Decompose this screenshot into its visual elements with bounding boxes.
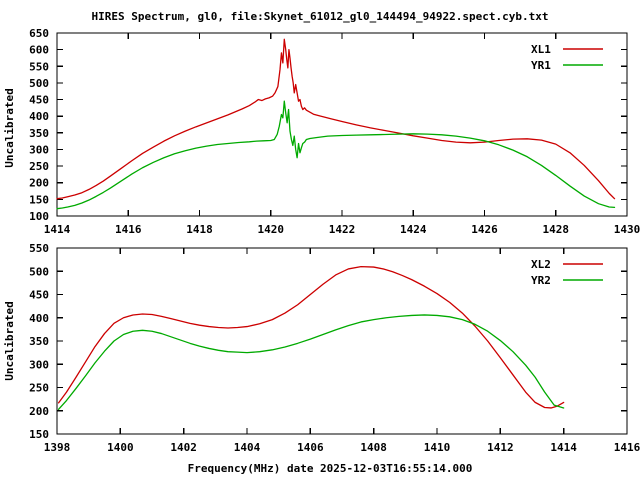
- y-tick-label: 150: [29, 193, 49, 206]
- series-line-xl1: [56, 38, 616, 200]
- x-tick-label: 1402: [170, 441, 197, 454]
- y-axis-label-bottom: Uncalibrated: [3, 301, 16, 380]
- x-tick-label: 1410: [424, 441, 451, 454]
- x-tick-label: 1426: [471, 223, 498, 236]
- x-tick-label: 1422: [329, 223, 356, 236]
- series-line-xl2: [57, 265, 565, 409]
- y-tick-label: 550: [29, 242, 49, 255]
- y-tick-label: 350: [29, 127, 49, 140]
- series-line-yr1: [56, 100, 616, 210]
- legend-label-xl2: XL2: [531, 258, 551, 271]
- x-axis-label: Frequency(MHz) date 2025-12-03T16:55:14.…: [188, 462, 473, 475]
- y-tick-label: 600: [29, 44, 49, 57]
- top-panel: 1414 1416 1418 1420 1422 1424 1426 1428 1430 100 1…: [29, 27, 640, 236]
- x-tick-label: 1414: [550, 441, 577, 454]
- x-tick-label: 1400: [107, 441, 134, 454]
- y-tick-label: 250: [29, 160, 49, 173]
- y-tick-label: 300: [29, 143, 49, 156]
- x-tick-label: 1416: [614, 441, 640, 454]
- y-tick-label: 650: [29, 27, 49, 40]
- series-line-yr2: [57, 314, 565, 411]
- y-tick-label: 100: [29, 210, 49, 223]
- legend-label-yr2: YR2: [531, 274, 551, 287]
- y-tick-label: 250: [29, 382, 49, 395]
- bottom-panel: 1398 1400 1402 1404 1406 1408 1410 1412 1414 1416…: [29, 242, 640, 454]
- legend-label-yr1: YR1: [531, 59, 551, 72]
- y-tick-label: 550: [29, 60, 49, 73]
- x-tick-label: 1398: [44, 441, 71, 454]
- figure-title: HIRES Spectrum, gl0, file:Skynet_61012_g…: [92, 10, 549, 23]
- y-tick-label: 300: [29, 358, 49, 371]
- x-tick-label: 1430: [614, 223, 640, 236]
- x-tick-label: 1416: [115, 223, 142, 236]
- x-tick-label: 1418: [186, 223, 213, 236]
- y-tick-label: 200: [29, 405, 49, 418]
- x-tick-label: 1420: [258, 223, 285, 236]
- y-tick-label: 450: [29, 289, 49, 302]
- x-tick-label: 1406: [297, 441, 324, 454]
- y-tick-label: 400: [29, 312, 49, 325]
- y-tick-label: 500: [29, 265, 49, 278]
- y-axis-label-top: Uncalibrated: [3, 88, 16, 167]
- y-tick-label: 400: [29, 110, 49, 123]
- y-tick-label: 350: [29, 335, 49, 348]
- y-tick-label: 150: [29, 428, 49, 441]
- x-tick-label: 1414: [44, 223, 71, 236]
- x-tick-label: 1428: [543, 223, 570, 236]
- y-tick-label: 500: [29, 77, 49, 90]
- legend-label-xl1: XL1: [531, 43, 551, 56]
- x-tick-label: 1404: [234, 441, 261, 454]
- y-tick-label: 200: [29, 177, 49, 190]
- y-tick-label: 450: [29, 94, 49, 107]
- x-tick-label: 1408: [360, 441, 387, 454]
- x-tick-label: 1412: [487, 441, 514, 454]
- x-tick-label: 1424: [400, 223, 427, 236]
